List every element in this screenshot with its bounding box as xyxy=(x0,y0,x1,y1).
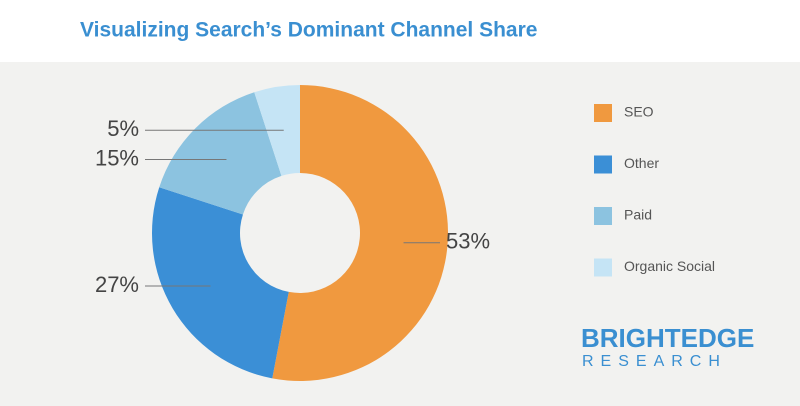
slice xyxy=(272,85,449,381)
brand-name: BRIGHTEDGE xyxy=(581,323,754,353)
legend-swatch xyxy=(594,104,612,122)
legend-label: Organic Social xyxy=(624,258,715,274)
value-label: 53% xyxy=(446,229,490,254)
value-label: 27% xyxy=(95,272,139,297)
legend-swatch xyxy=(594,207,612,225)
value-label: 5% xyxy=(107,116,139,141)
legend-label: Paid xyxy=(624,207,652,223)
slice xyxy=(152,187,289,379)
header-bg xyxy=(0,0,800,62)
legend-label: SEO xyxy=(624,104,654,120)
value-label: 15% xyxy=(95,145,139,170)
slice xyxy=(159,92,282,215)
legend-swatch xyxy=(594,155,612,174)
legend-label: Other xyxy=(624,155,659,171)
legend-swatch xyxy=(594,258,612,277)
brand-sub: RESEARCH xyxy=(582,353,727,370)
chart-title: Visualizing Search’s Dominant Channel Sh… xyxy=(80,19,537,42)
